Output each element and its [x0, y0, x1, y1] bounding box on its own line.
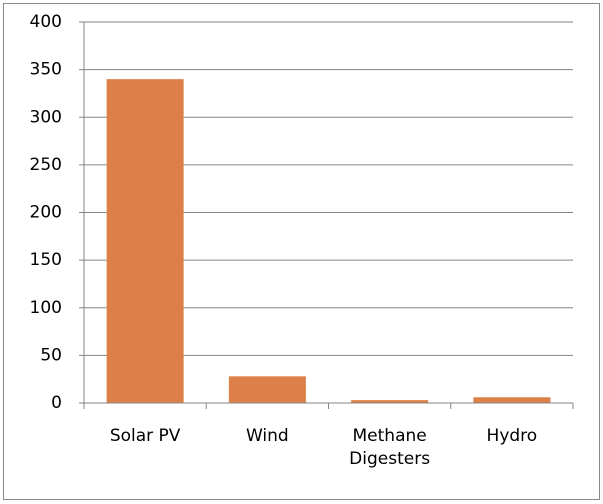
y-tick-label: 250 — [30, 155, 62, 175]
y-tick-label: 0 — [51, 393, 62, 413]
y-tick-label: 400 — [30, 12, 62, 32]
y-tick-label: 350 — [30, 60, 62, 80]
x-tick-label: Solar PV — [109, 426, 181, 446]
bar — [228, 376, 306, 403]
bar — [351, 400, 429, 403]
x-tick-label: Hydro — [486, 426, 538, 446]
x-tick-label: Wind — [246, 426, 289, 446]
bar — [473, 397, 551, 403]
x-tick-label: Methane Digesters — [349, 426, 431, 469]
y-tick-label: 100 — [30, 298, 62, 318]
bar — [106, 79, 184, 404]
y-tick-label: 150 — [30, 250, 62, 270]
y-tick-label: 300 — [30, 107, 62, 127]
y-tick-label: 200 — [30, 203, 62, 223]
y-tick-label: 50 — [40, 345, 62, 365]
chart-border — [3, 3, 600, 500]
